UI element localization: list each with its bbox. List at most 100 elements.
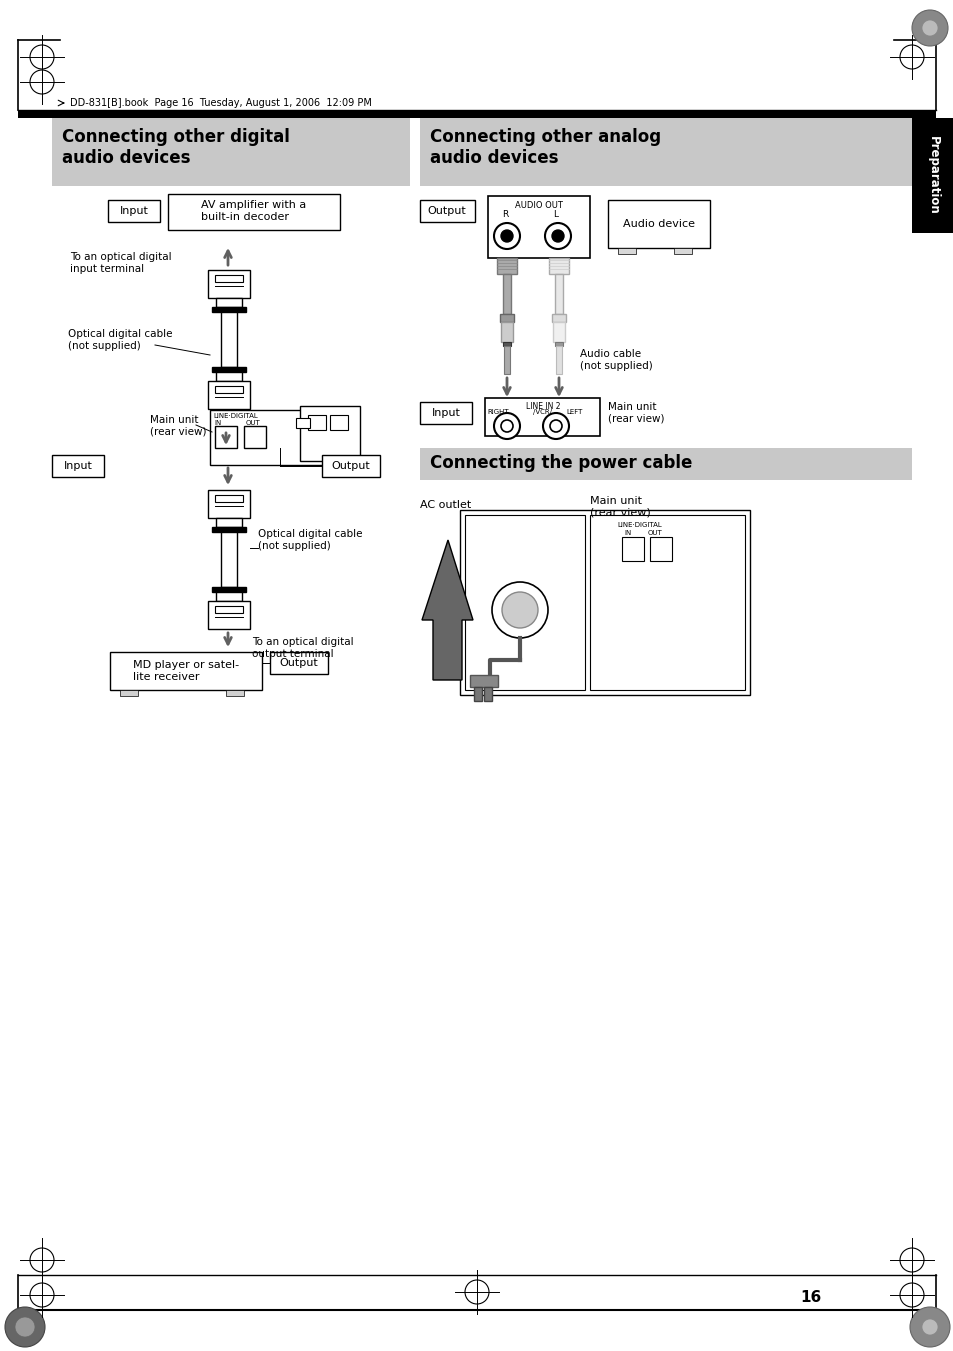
Text: Output: Output: [427, 205, 466, 216]
Bar: [330, 415, 348, 430]
Text: OUT: OUT: [246, 420, 260, 426]
Bar: [618, 249, 636, 254]
Text: Audio cable
(not supplied): Audio cable (not supplied): [579, 349, 652, 370]
Circle shape: [921, 1319, 937, 1335]
Text: R: R: [501, 209, 508, 219]
Polygon shape: [421, 540, 473, 680]
Bar: [484, 399, 599, 436]
Bar: [52, 455, 104, 477]
Text: Output: Output: [279, 658, 318, 667]
Circle shape: [494, 223, 519, 249]
Text: Main unit
(rear view): Main unit (rear view): [589, 496, 650, 517]
Text: 16: 16: [800, 1290, 821, 1305]
Text: LINE·DIGITAL: LINE·DIGITAL: [617, 521, 661, 528]
Circle shape: [544, 223, 571, 249]
Bar: [208, 381, 250, 409]
Circle shape: [492, 582, 547, 638]
Circle shape: [501, 592, 537, 628]
Bar: [419, 118, 911, 186]
Text: Output: Output: [332, 461, 370, 471]
Circle shape: [500, 230, 513, 242]
Bar: [589, 515, 744, 690]
Bar: [621, 536, 643, 561]
Bar: [270, 653, 328, 674]
Circle shape: [15, 1317, 35, 1337]
Bar: [649, 536, 671, 561]
Text: Main unit
(rear view): Main unit (rear view): [150, 415, 206, 436]
Circle shape: [921, 20, 937, 36]
Text: L: L: [553, 209, 558, 219]
Bar: [215, 517, 242, 527]
Bar: [548, 258, 568, 274]
Bar: [459, 509, 749, 694]
Bar: [108, 200, 160, 222]
Text: To an optical digital
input terminal: To an optical digital input terminal: [70, 253, 172, 274]
Text: AUDIO OUT: AUDIO OUT: [515, 201, 562, 209]
Text: To an optical digital
output terminal: To an optical digital output terminal: [252, 638, 354, 658]
Bar: [500, 322, 513, 342]
Circle shape: [500, 420, 513, 432]
Bar: [215, 372, 242, 381]
Text: Input: Input: [64, 461, 92, 471]
Circle shape: [5, 1306, 45, 1347]
Bar: [553, 322, 564, 342]
Bar: [214, 386, 243, 393]
Bar: [419, 449, 911, 480]
Text: Main unit
(rear view): Main unit (rear view): [607, 403, 664, 424]
Bar: [419, 200, 475, 222]
Text: Connecting the power cable: Connecting the power cable: [430, 454, 692, 471]
Bar: [208, 601, 250, 630]
Bar: [215, 592, 242, 601]
Bar: [212, 527, 246, 532]
Text: AC outlet: AC outlet: [419, 500, 471, 509]
Circle shape: [494, 413, 519, 439]
Bar: [555, 274, 562, 313]
Circle shape: [550, 420, 561, 432]
Bar: [208, 270, 250, 299]
Bar: [120, 690, 138, 696]
Bar: [555, 342, 562, 346]
Bar: [226, 690, 244, 696]
Bar: [322, 455, 379, 477]
Bar: [221, 312, 236, 367]
Bar: [214, 494, 243, 503]
Bar: [52, 118, 410, 186]
Text: Optical digital cable
(not supplied): Optical digital cable (not supplied): [257, 530, 362, 551]
Text: RIGHT: RIGHT: [486, 409, 508, 415]
Bar: [295, 417, 310, 428]
Bar: [215, 299, 242, 307]
Text: LINE·DIGITAL: LINE·DIGITAL: [213, 413, 257, 419]
Bar: [210, 409, 330, 465]
Text: Connecting other analog
audio devices: Connecting other analog audio devices: [430, 128, 660, 166]
Bar: [483, 688, 492, 701]
Bar: [244, 426, 266, 449]
Bar: [168, 195, 339, 230]
Bar: [221, 532, 236, 586]
Text: DD-831[B].book  Page 16  Tuesday, August 1, 2006  12:09 PM: DD-831[B].book Page 16 Tuesday, August 1…: [70, 99, 372, 108]
Bar: [419, 403, 472, 424]
Bar: [911, 118, 953, 232]
Bar: [214, 426, 236, 449]
Text: IN: IN: [623, 530, 631, 536]
Bar: [556, 346, 561, 374]
Bar: [212, 586, 246, 592]
Bar: [299, 407, 359, 461]
Circle shape: [552, 230, 563, 242]
Bar: [607, 200, 709, 249]
Bar: [502, 342, 511, 346]
Text: LEFT: LEFT: [565, 409, 581, 415]
Text: Optical digital cable
(not supplied): Optical digital cable (not supplied): [68, 330, 172, 351]
Bar: [18, 109, 935, 118]
Text: Audio device: Audio device: [622, 219, 695, 230]
Text: IN: IN: [213, 420, 221, 426]
Circle shape: [542, 413, 568, 439]
Text: OUT: OUT: [647, 530, 662, 536]
Circle shape: [909, 1306, 949, 1347]
Bar: [502, 274, 511, 313]
Text: Connecting other digital
audio devices: Connecting other digital audio devices: [62, 128, 290, 166]
Bar: [499, 313, 514, 322]
Bar: [470, 676, 497, 688]
Bar: [212, 367, 246, 372]
Text: MD player or satel-
lite receiver: MD player or satel- lite receiver: [132, 661, 239, 682]
Bar: [464, 515, 584, 690]
